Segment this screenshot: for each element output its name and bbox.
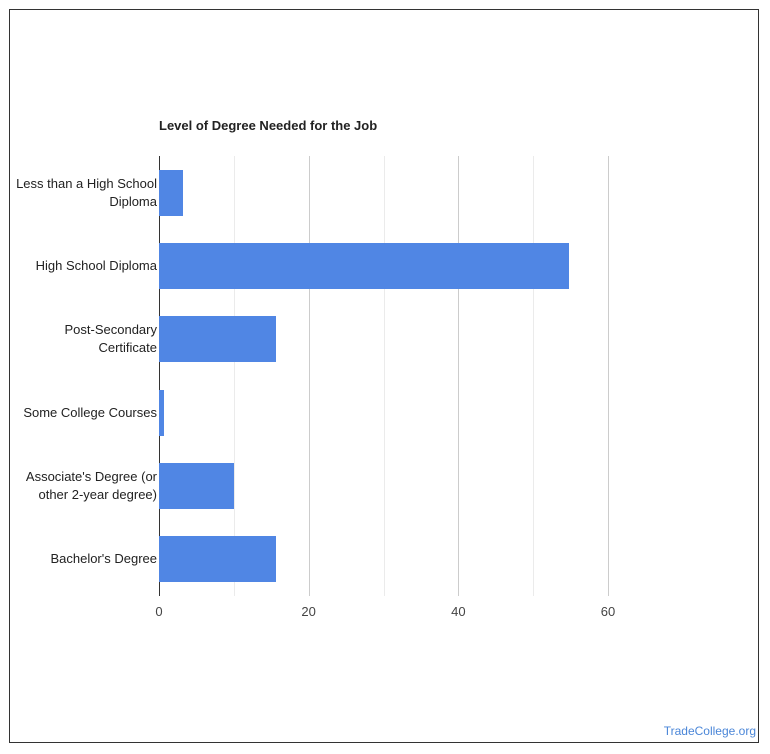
grid-line [458, 156, 460, 596]
y-tick-label: Bachelor's Degree [50, 551, 157, 567]
x-tick-label: 60 [600, 604, 616, 619]
grid-line [533, 156, 535, 596]
grid-line [308, 156, 310, 596]
x-tick-label: 0 [155, 604, 163, 619]
grid-line [383, 156, 385, 596]
x-tick-label: 40 [451, 604, 466, 619]
y-tick-label: Post-Secondary Certificate [64, 322, 158, 356]
y-tick-label: Less than a High School Diploma [16, 175, 157, 209]
source-link[interactable]: TradeCollege.org [663, 724, 756, 738]
frame [9, 9, 759, 743]
y-tick-label: Some College Courses [23, 404, 157, 420]
bar [159, 316, 276, 363]
bar [159, 389, 165, 436]
y-tick-label: Associate's Degree (or other 2-year degr… [25, 469, 157, 502]
bar [159, 243, 570, 289]
bar [159, 536, 276, 583]
y-axis-line [159, 156, 160, 596]
bar [159, 169, 183, 216]
chart-title: Level of Degree Needed for the Job [159, 118, 378, 133]
y-tick-label: High School Diploma [35, 258, 157, 273]
bar [159, 463, 234, 509]
grid-line [233, 156, 235, 596]
x-tick-label: 20 [301, 604, 316, 619]
grid-line [608, 156, 609, 596]
